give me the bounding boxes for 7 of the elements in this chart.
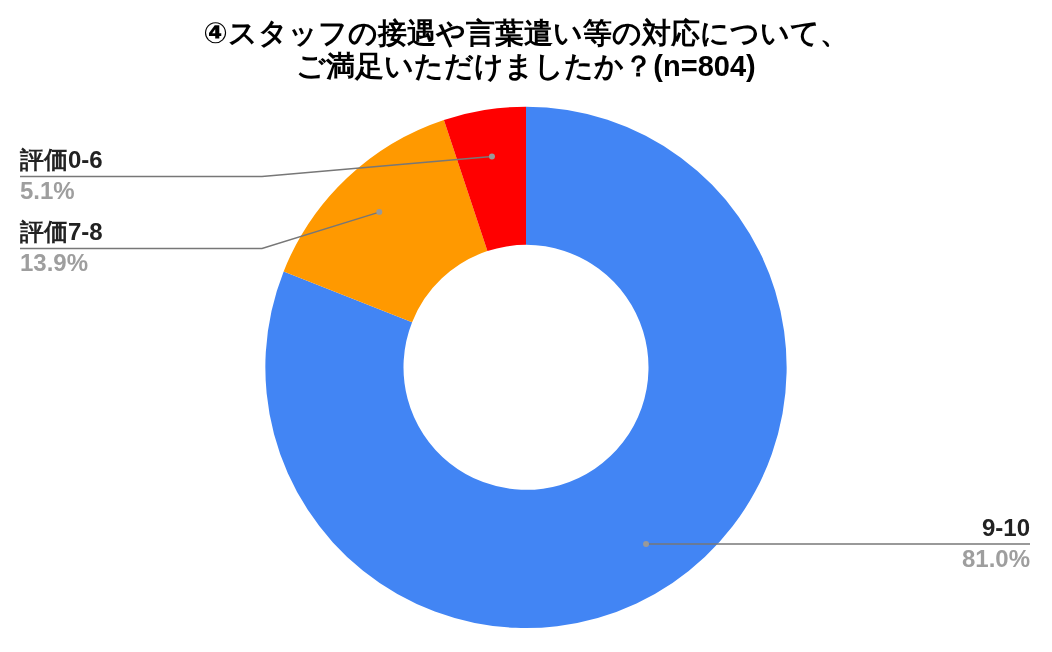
slice-label: 評価0-6	[19, 146, 103, 174]
data-label: 81.0%	[961, 544, 1030, 572]
data-label: 5.1%	[20, 177, 75, 205]
slice-label: 9-10	[981, 513, 1030, 541]
chart-title: ④スタッフの接遇や言葉遣い等の対応について、ご満足いただけましたか？(n=804)	[203, 16, 849, 83]
slice-label: 評価7-8	[19, 218, 103, 246]
data-label: 13.9%	[20, 249, 89, 277]
